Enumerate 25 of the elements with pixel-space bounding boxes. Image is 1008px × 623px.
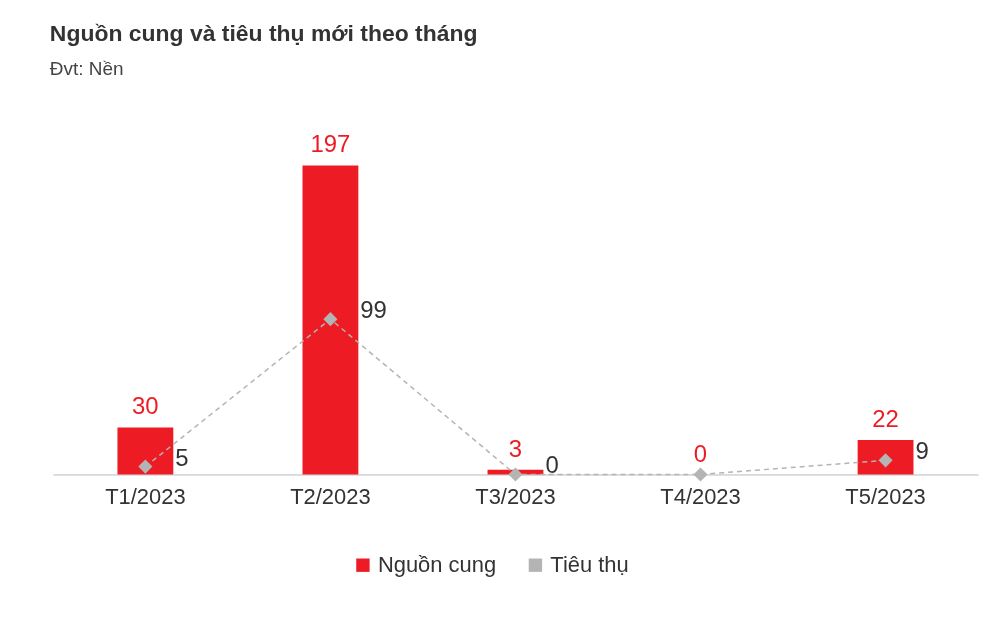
- x-tick-label: T1/2023: [105, 483, 186, 509]
- data-label: 3: [508, 434, 523, 462]
- chart-title: Nguồn cung và tiêu thụ mới theo tháng: [49, 19, 478, 46]
- data-label: 22: [872, 404, 899, 432]
- data-label: 0: [693, 439, 708, 467]
- x-tick-label: T5/2023: [845, 483, 926, 509]
- chart-subtitle: Đvt: Nền: [49, 57, 124, 79]
- bar: [117, 427, 174, 475]
- bar: [302, 165, 359, 475]
- point: [508, 467, 523, 482]
- data-label: 197: [310, 130, 351, 158]
- data-label: 5: [175, 443, 189, 471]
- legend-label: Tiêu thụ: [550, 552, 629, 578]
- data-label: 99: [360, 296, 387, 324]
- bar: [857, 439, 914, 475]
- x-tick-label: T2/2023: [290, 483, 371, 509]
- data-label: 9: [915, 437, 929, 465]
- x-tick-label: T4/2023: [660, 483, 741, 509]
- data-label: 0: [545, 451, 559, 479]
- point: [693, 467, 708, 482]
- legend-label: Nguồn cung: [377, 552, 497, 578]
- data-label: 30: [132, 392, 159, 420]
- point: [323, 312, 338, 327]
- point: [138, 459, 153, 474]
- x-tick-label: T3/2023: [475, 483, 556, 509]
